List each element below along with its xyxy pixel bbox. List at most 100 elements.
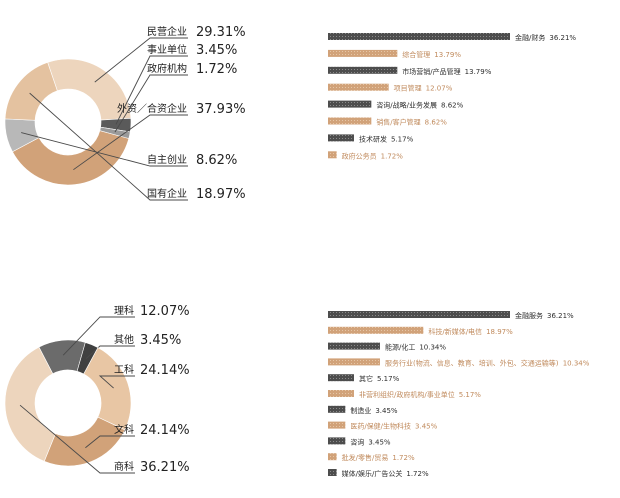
bar [328, 33, 510, 40]
slice-value: 18.97% [196, 187, 246, 202]
bar-value-label: 10.34% [419, 344, 446, 352]
bar-value-label: 5.17% [459, 391, 482, 399]
bar [328, 453, 337, 461]
bar-value-label: 18.97% [486, 328, 513, 336]
bar-category-label: 媒体/娱乐/广告公关 [342, 469, 403, 478]
slice-label: 政府机构 [147, 62, 187, 75]
bar-category-label: 咨询 [350, 437, 364, 446]
donut-major: 理科 12.07% 其他 3.45% 工科 24.14% 文科 24.14% 商科 36.21% [4, 304, 190, 475]
bar-category-label: 非营利组织/政府机构/事业单位 [359, 390, 455, 399]
bar-value-label: 12.07% [426, 85, 453, 93]
bar-category-label: 咨询/战略/业务发展 [376, 101, 437, 110]
bar [328, 374, 354, 382]
slice-value: 3.45% [140, 333, 181, 348]
bar [328, 469, 337, 476]
bar-category-label: 金融服务 [515, 311, 543, 320]
bar-category-label: 销售/客户管理 [376, 118, 420, 127]
bar-value-label: 1.72% [392, 454, 415, 462]
bar-value-label: 8.62% [425, 119, 448, 127]
slice-leader-line [85, 345, 135, 359]
slice-value: 12.07% [140, 304, 190, 319]
slice-label: 商科 [114, 460, 134, 473]
bar-value-label: 8.62% [441, 102, 464, 110]
slice-label: 文科 [114, 423, 134, 436]
bar [328, 49, 398, 57]
bar [328, 134, 354, 142]
bar-value-label: 10.34% [563, 359, 590, 367]
slice-value: 1.72% [196, 62, 237, 77]
slice-value: 36.21% [140, 460, 190, 475]
donut-employer-type: 民营企业 29.31% 事业单位 3.45% 政府机构 1.72% 外资／合资企业 37.93… [4, 25, 246, 202]
slice-leader-line [29, 92, 188, 201]
slice-leader-line [115, 55, 188, 125]
bar [328, 66, 398, 74]
slice-label: 民营企业 [147, 25, 187, 38]
slice-leader-line [98, 375, 135, 389]
bar [328, 342, 380, 350]
pie-slice [47, 58, 132, 121]
bar [328, 390, 354, 397]
slice-value: 24.14% [140, 363, 190, 378]
bar-category-label: 技术研发 [359, 134, 387, 143]
bar-category-label: 市场营销/产品管理 [402, 67, 460, 76]
slice-label: 理科 [114, 304, 134, 317]
bar-category-label: 制造业 [350, 406, 371, 415]
bar [328, 100, 372, 108]
bar-value-label: 1.72% [406, 470, 429, 478]
slice-value: 8.62% [196, 153, 237, 168]
slice-value: 3.45% [196, 43, 237, 58]
slice-leader-line [19, 404, 135, 474]
slice-label: 工科 [114, 363, 134, 376]
bar-category-label: 政府公务员 [342, 151, 377, 160]
slice-label: 自主创业 [147, 153, 187, 166]
bar-value-label: 5.17% [377, 375, 400, 383]
slice-value: 37.93% [196, 102, 246, 117]
bar-chart-job-function: 金融/财务 36.21% 综合管理 13.79% 市场营销/产品管理 13.79% 项目管理… [328, 33, 576, 160]
bar-value-label: 3.45% [375, 407, 398, 415]
slice-value: 24.14% [140, 423, 190, 438]
bar-category-label: 项目管理 [394, 84, 422, 93]
bar-category-label: 医药/保健/生物科技 [350, 422, 411, 431]
slice-leader-line [85, 435, 135, 449]
slice-label: 国有企业 [147, 187, 187, 200]
pie-slice [12, 130, 130, 186]
slice-label: 外资／合资企业 [117, 102, 187, 115]
bar [328, 421, 346, 429]
bar-value-label: 13.79% [434, 51, 461, 59]
bar-category-label: 综合管理 [402, 50, 430, 59]
slice-label: 事业单位 [147, 43, 187, 56]
bar-category-label: 能源/化工 [385, 343, 415, 352]
bar [328, 326, 424, 334]
bar [328, 437, 346, 445]
pie-slice [43, 416, 126, 467]
pie-slice [4, 346, 56, 462]
bar-value-label: 3.45% [415, 423, 438, 431]
bar-value-label: 13.79% [465, 68, 492, 76]
bar-value-label: 5.17% [391, 135, 414, 143]
bar [328, 151, 337, 159]
bar-category-label: 服务行业(物流、信息、教育、培训、外包、交通运输等) [385, 358, 559, 367]
bar-value-label: 36.21% [549, 34, 576, 42]
slice-leader-line [62, 316, 135, 356]
bar [328, 405, 346, 413]
bar-value-label: 36.21% [547, 312, 574, 320]
bar-category-label: 金融/财务 [515, 33, 545, 42]
bar-category-label: 批发/零售/贸易 [342, 453, 389, 462]
slice-leader-line [94, 37, 188, 83]
slice-leader-line [21, 132, 188, 167]
bar [328, 311, 510, 318]
bar-value-label: 3.45% [368, 438, 391, 446]
slice-leader-line [114, 74, 188, 133]
bar [328, 358, 380, 366]
slice-value: 29.31% [196, 25, 246, 40]
bar-category-label: 科技/新媒体/电信 [428, 327, 482, 336]
bar [328, 117, 372, 125]
bar-category-label: 其它 [359, 374, 373, 383]
pie-slice [4, 62, 58, 121]
bar-chart-industry: 金融服务 36.21% 科技/新媒体/电信 18.97% 能源/化工 10.34% 服务行业… [328, 311, 590, 478]
slice-label: 其他 [114, 333, 134, 346]
slice-leader-line [73, 114, 188, 171]
bar-value-label: 1.72% [381, 152, 404, 160]
